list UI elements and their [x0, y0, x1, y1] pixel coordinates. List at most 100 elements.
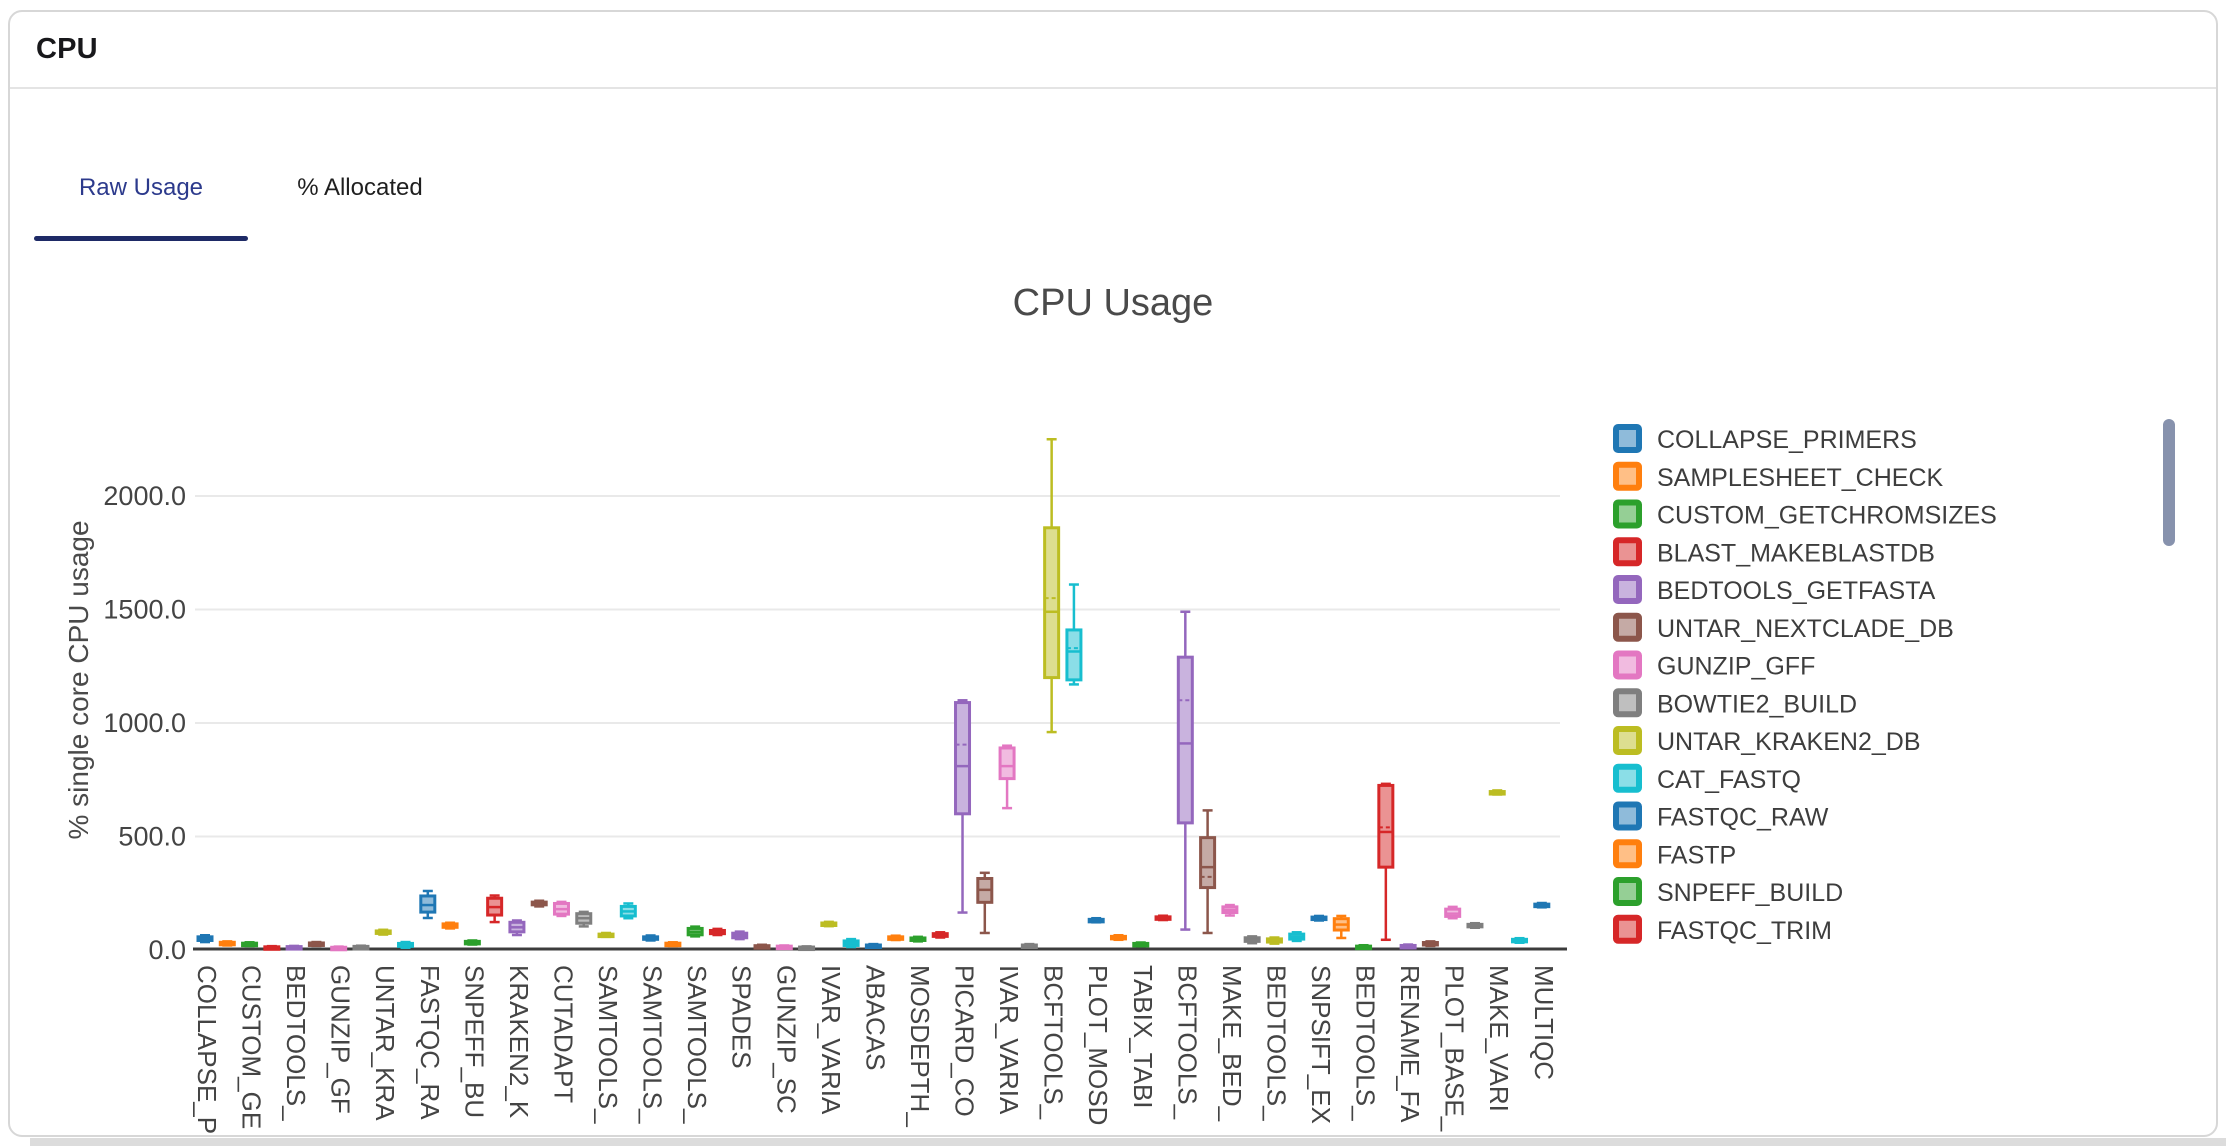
box-trace[interactable] — [820, 920, 838, 928]
box-trace[interactable] — [1154, 914, 1172, 922]
legend-label: SAMPLESHEET_CHECK — [1657, 464, 1944, 492]
tab-raw-usage[interactable]: Raw Usage — [78, 174, 204, 201]
box-trace[interactable] — [1221, 903, 1239, 917]
box-trace[interactable] — [864, 942, 882, 950]
box-trace[interactable] — [1399, 943, 1417, 950]
box-trace[interactable] — [1511, 936, 1529, 944]
box-trace[interactable] — [1288, 931, 1306, 943]
box-trace[interactable] — [753, 943, 771, 950]
box-trace[interactable] — [642, 934, 660, 942]
box-trace[interactable] — [798, 945, 816, 952]
box-trace[interactable] — [1176, 610, 1194, 931]
legend-swatch — [1613, 914, 1642, 944]
box-trace[interactable] — [486, 894, 504, 924]
box-trace[interactable] — [976, 871, 994, 935]
box-trace[interactable] — [575, 910, 593, 928]
box-trace[interactable] — [196, 933, 214, 944]
box-trace[interactable] — [954, 699, 972, 914]
box-trace[interactable] — [1533, 901, 1551, 909]
box-trace[interactable] — [508, 919, 526, 937]
box-trace[interactable] — [463, 939, 481, 946]
box-trace[interactable] — [1132, 941, 1150, 948]
active-tab-underline — [34, 236, 248, 241]
legend-item[interactable]: FASTQC_RAW — [1613, 801, 1829, 832]
box-trace[interactable] — [1043, 438, 1061, 734]
box-trace[interactable] — [1087, 916, 1105, 924]
box-trace[interactable] — [285, 944, 303, 951]
box-trace[interactable] — [1488, 789, 1506, 796]
box-trace[interactable] — [374, 928, 392, 936]
box-trace[interactable] — [686, 925, 704, 938]
box-trace[interactable] — [330, 945, 348, 952]
box-trace[interactable] — [241, 941, 259, 948]
legend-label: CUSTOM_GETCHROMSIZES — [1657, 502, 1997, 530]
legend-scrollbar-thumb[interactable] — [2163, 419, 2175, 546]
y-tick-label: 1500.0 — [103, 595, 186, 625]
box-trace[interactable] — [909, 935, 927, 943]
x-tick-label: SAMTOOLS_ — [682, 965, 712, 1124]
legend-item[interactable]: BEDTOOLS_GETFASTA — [1613, 575, 1936, 605]
box-trace[interactable] — [1199, 809, 1217, 935]
box-trace[interactable] — [597, 931, 615, 939]
box-trace[interactable] — [1444, 905, 1462, 920]
box-trace[interactable] — [1310, 914, 1328, 922]
legend-swatch — [1613, 424, 1642, 453]
box-trace[interactable] — [397, 940, 415, 949]
box-trace[interactable] — [530, 899, 548, 908]
box-trace[interactable] — [218, 940, 236, 947]
legend-item[interactable]: FASTP — [1613, 839, 1736, 869]
box-trace[interactable] — [775, 944, 793, 951]
box-trace[interactable] — [1421, 940, 1439, 948]
box-trace[interactable] — [842, 937, 860, 949]
legend-label: SNPEFF_BUILD — [1657, 879, 1843, 907]
page-title: CPU — [36, 33, 98, 65]
x-tick-label: CUTADAPT — [548, 965, 578, 1103]
box-trace[interactable] — [419, 889, 437, 920]
y-tick-label: 1000.0 — [103, 708, 186, 738]
legend-item[interactable]: UNTAR_KRAKEN2_DB — [1613, 726, 1921, 756]
x-tick-label: BCFTOOLS_ — [1172, 965, 1202, 1120]
box-trace[interactable] — [887, 934, 905, 942]
box-trace[interactable] — [998, 744, 1016, 810]
tab-percent-allocated[interactable]: % Allocated — [297, 174, 423, 201]
x-tick-label: PLOT_BASE_ — [1440, 965, 1470, 1132]
box-trace[interactable] — [664, 941, 682, 948]
box-trace[interactable] — [1466, 921, 1484, 930]
box-trace[interactable] — [1265, 936, 1283, 945]
tab-bar: Raw Usage % Allocated — [34, 160, 450, 216]
box-trace[interactable] — [1109, 933, 1127, 942]
box-trace[interactable] — [1332, 914, 1350, 940]
legend-item[interactable]: CAT_FASTQ — [1613, 763, 1801, 794]
legend-label: FASTQC_TRIM — [1657, 917, 1832, 945]
box-trace[interactable] — [931, 931, 949, 939]
box-trace[interactable] — [441, 921, 459, 930]
x-tick-label: CUSTOM_GE — [237, 965, 267, 1129]
x-tick-label: BEDTOOLS_ — [1351, 965, 1381, 1121]
legend-swatch — [1613, 801, 1642, 831]
box-trace[interactable] — [708, 927, 726, 937]
legend-item[interactable]: SNPEFF_BUILD — [1613, 877, 1843, 907]
legend-swatch — [1613, 499, 1642, 529]
box-trace[interactable] — [263, 944, 281, 951]
legend-item[interactable]: BLAST_MAKEBLASTDB — [1613, 537, 1935, 567]
legend-item[interactable]: GUNZIP_GFF — [1613, 650, 1815, 681]
box-trace[interactable] — [1065, 583, 1083, 686]
box-trace[interactable] — [1243, 935, 1261, 945]
x-tick-label: BEDTOOLS_ — [1261, 965, 1291, 1121]
box — [1199, 836, 1217, 890]
legend-item[interactable]: SAMPLESHEET_CHECK — [1613, 461, 1944, 492]
legend-item[interactable]: CUSTOM_GETCHROMSIZES — [1613, 499, 1997, 530]
legend-item[interactable]: FASTQC_TRIM — [1613, 914, 1832, 945]
gridlines — [195, 495, 1560, 838]
legend-item[interactable]: UNTAR_NEXTCLADE_DB — [1613, 612, 1954, 643]
legend-item[interactable]: COLLAPSE_PRIMERS — [1613, 424, 1917, 454]
box-trace[interactable] — [1020, 942, 1038, 950]
box-trace[interactable] — [552, 900, 570, 918]
box-trace[interactable] — [307, 940, 325, 948]
box-trace[interactable] — [1377, 782, 1395, 942]
box-trace[interactable] — [1355, 943, 1373, 951]
box-trace[interactable] — [352, 944, 370, 951]
box-trace[interactable] — [731, 930, 749, 941]
legend-item[interactable]: BOWTIE2_BUILD — [1613, 688, 1857, 718]
box-trace[interactable] — [619, 902, 637, 920]
